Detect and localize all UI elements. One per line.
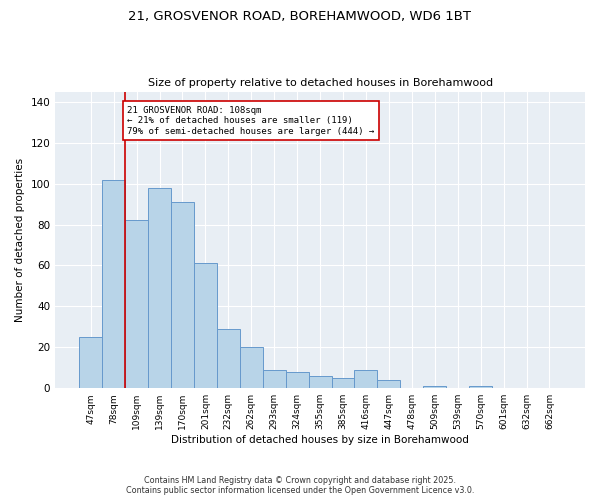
Text: 21 GROSVENOR ROAD: 108sqm
← 21% of detached houses are smaller (119)
79% of semi: 21 GROSVENOR ROAD: 108sqm ← 21% of detac… xyxy=(127,106,374,136)
Bar xyxy=(171,202,194,388)
Text: Contains HM Land Registry data © Crown copyright and database right 2025.
Contai: Contains HM Land Registry data © Crown c… xyxy=(126,476,474,495)
Bar xyxy=(377,380,400,388)
Bar xyxy=(102,180,125,388)
Bar xyxy=(286,372,308,388)
Bar xyxy=(125,220,148,388)
Bar xyxy=(194,264,217,388)
Text: 21, GROSVENOR ROAD, BOREHAMWOOD, WD6 1BT: 21, GROSVENOR ROAD, BOREHAMWOOD, WD6 1BT xyxy=(128,10,472,23)
Bar xyxy=(79,337,102,388)
Bar xyxy=(217,329,240,388)
Bar xyxy=(263,370,286,388)
Bar xyxy=(469,386,492,388)
Bar xyxy=(240,348,263,388)
Bar xyxy=(332,378,355,388)
Bar xyxy=(423,386,446,388)
Y-axis label: Number of detached properties: Number of detached properties xyxy=(15,158,25,322)
Bar xyxy=(355,370,377,388)
X-axis label: Distribution of detached houses by size in Borehamwood: Distribution of detached houses by size … xyxy=(171,435,469,445)
Bar xyxy=(148,188,171,388)
Bar xyxy=(308,376,332,388)
Title: Size of property relative to detached houses in Borehamwood: Size of property relative to detached ho… xyxy=(148,78,493,88)
